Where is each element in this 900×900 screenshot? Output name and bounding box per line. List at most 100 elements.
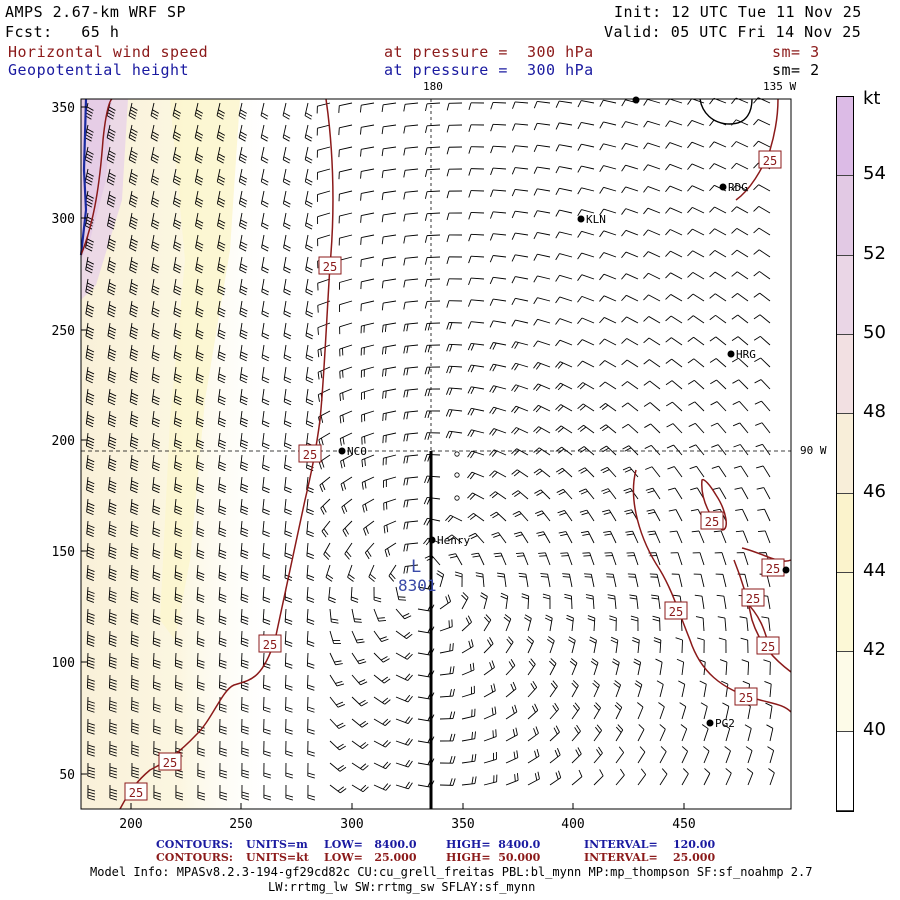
forecast-hour: Fcst: 65 h: [5, 23, 120, 41]
contour-label: 25: [758, 150, 782, 169]
wind-barb: [262, 476, 270, 494]
wind-barb: [403, 388, 419, 398]
wind-barb: [711, 444, 727, 456]
wind-barb: [637, 724, 645, 742]
wind-barb: [239, 344, 248, 362]
wind-barb: [621, 338, 639, 346]
wind-barb: [238, 146, 248, 164]
wind-barb: [85, 366, 95, 384]
wind-barbs: [84, 97, 775, 801]
wind-barb: [373, 586, 382, 603]
wind-barb: [714, 552, 727, 566]
calm-circle: [454, 451, 460, 457]
wind-barb: [107, 322, 117, 340]
wind-barb: [172, 102, 181, 120]
wind-barb: [129, 432, 139, 450]
wind-barb: [217, 212, 226, 230]
wind-barb: [724, 746, 731, 764]
wind-barb: [687, 272, 705, 280]
wind-barb: [217, 322, 226, 340]
wind-barb: [329, 674, 345, 687]
wind-barb: [283, 256, 291, 274]
wind-barb: [239, 366, 248, 384]
wind-barb: [153, 784, 162, 801]
wind-barb: [621, 121, 639, 129]
wind-barb: [240, 652, 249, 669]
wind-barb: [468, 124, 485, 132]
wind-barb: [489, 428, 507, 436]
svg-text:25: 25: [263, 638, 277, 652]
wind-barb: [283, 366, 292, 384]
wind-barb: [196, 476, 205, 494]
wind-barb: [615, 768, 625, 786]
wind-barb: [284, 630, 293, 647]
wind-barb: [283, 322, 292, 340]
wind-barb: [578, 488, 595, 500]
colorbar-segment: [837, 335, 853, 415]
wind-barb: [645, 466, 661, 478]
wind-barb: [320, 498, 331, 515]
wind-barb: [307, 762, 315, 779]
wind-barb: [86, 674, 95, 691]
wind-barb: [85, 322, 95, 340]
wind-barb: [527, 680, 538, 698]
wind-barb: [321, 520, 331, 538]
wind-barb: [305, 388, 314, 406]
wind-barb: [665, 337, 683, 346]
wind-barb: [761, 616, 771, 632]
wind-barb: [445, 514, 463, 523]
wind-barb: [665, 185, 683, 193]
wind-barb: [731, 336, 749, 346]
wind-barb: [151, 278, 160, 296]
wind-barb: [216, 146, 226, 164]
wind-barb: [174, 542, 183, 559]
wind-barb: [505, 636, 514, 654]
wind-barb: [361, 410, 375, 423]
wind-barb: [216, 168, 226, 186]
wind-barb: [511, 297, 529, 305]
wind-barb: [544, 614, 553, 632]
wind-barb: [339, 366, 353, 379]
wind-barb: [150, 190, 160, 208]
wind-barb: [505, 659, 516, 676]
wind-barb: [218, 608, 227, 625]
wind-barb: [240, 454, 249, 472]
wind-barb: [283, 388, 292, 406]
wind-barb: [643, 272, 661, 280]
wind-barb: [373, 740, 391, 748]
wind-barb: [709, 141, 727, 148]
wind-barb: [361, 454, 375, 468]
colorbar-tick-label: 40: [863, 718, 886, 740]
wind-barb: [446, 365, 463, 374]
wind-barb: [305, 366, 314, 384]
wind-barb: [540, 573, 551, 588]
wind-barb: [621, 359, 639, 368]
wind-barb: [468, 168, 485, 176]
wind-barb: [403, 454, 419, 464]
svg-text:Henry: Henry: [437, 534, 470, 547]
wind-barb: [556, 488, 573, 500]
wind-barb: [424, 168, 441, 177]
wind-barb: [564, 593, 573, 610]
wind-barb: [731, 162, 749, 170]
wind-barb: [339, 388, 353, 401]
wind-barb: [599, 230, 617, 238]
wind-barb: [533, 144, 551, 153]
wind-barb: [446, 168, 463, 177]
wind-barb: [174, 586, 183, 603]
wind-barb: [681, 768, 689, 786]
wind-barb: [395, 673, 413, 681]
wind-barb: [403, 410, 419, 420]
wind-barb: [527, 771, 540, 786]
wind-barb: [533, 383, 551, 392]
wind-barb: [196, 674, 205, 691]
wind-barb: [577, 295, 595, 303]
wind-barb: [515, 552, 529, 566]
wind-barb: [665, 142, 683, 149]
wind-barb: [445, 534, 463, 544]
wind-barb: [87, 762, 96, 779]
wind-barb: [753, 205, 771, 214]
wind-barb: [217, 366, 226, 384]
wind-barb: [732, 379, 749, 390]
wind-barb: [644, 444, 661, 456]
